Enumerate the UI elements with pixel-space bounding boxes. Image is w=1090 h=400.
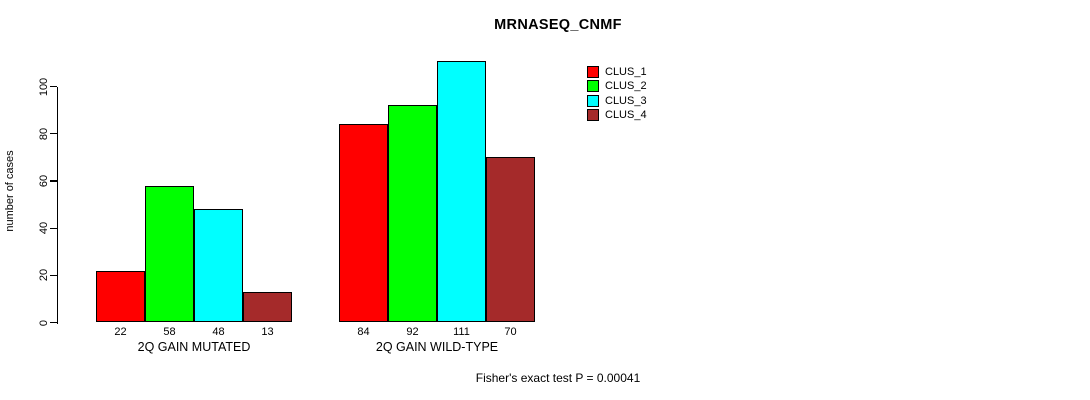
y-axis-tick-label: 0 (38, 319, 50, 326)
legend-row-clus_4: CLUS_4 (587, 108, 647, 122)
legend-label: CLUS_3 (605, 94, 647, 107)
legend-label: CLUS_2 (605, 80, 647, 93)
y-axis-tick-label: 60 (38, 174, 50, 188)
bar-clus_3-group2 (437, 60, 486, 323)
legend-swatch-icon (587, 109, 599, 122)
bar-value-label: 58 (163, 326, 176, 338)
y-axis-tick-label: 100 (38, 77, 50, 96)
y-axis-tick (50, 227, 57, 229)
y-axis-tick (50, 322, 57, 324)
bar-value-label: 92 (406, 326, 419, 338)
legend-row-clus_3: CLUS_3 (587, 94, 647, 108)
y-axis-line (57, 86, 59, 324)
bar-clus_1-group1 (96, 270, 145, 323)
bar-value-label: 22 (114, 326, 127, 338)
bar-value-label: 111 (453, 326, 470, 338)
y-axis-tick-label: 80 (38, 127, 50, 140)
category-label: 2Q GAIN WILD-TYPE (375, 340, 499, 354)
bar-clus_4-group1 (243, 291, 292, 323)
bar-value-label: 84 (357, 326, 370, 338)
y-axis-tick-label: 40 (38, 221, 50, 235)
bar-clus_3-group1 (194, 209, 243, 323)
legend-row-clus_2: CLUS_2 (587, 79, 647, 93)
y-axis-tick (50, 133, 57, 135)
bar-value-label: 13 (261, 326, 274, 338)
chart-title: MRNASEQ_CNMF (494, 17, 622, 33)
bar-clus_2-group1 (145, 185, 194, 323)
y-axis-tick (50, 86, 57, 88)
legend-row-clus_1: CLUS_1 (587, 65, 647, 79)
legend-swatch-icon (587, 94, 599, 107)
bar-value-label: 48 (212, 326, 225, 338)
bar-clus_1-group2 (339, 124, 388, 323)
legend: CLUS_1 CLUS_2 CLUS_3 CLUS_4 (587, 65, 647, 122)
bar-clus_2-group2 (388, 105, 437, 323)
y-axis-tick-label: 20 (38, 269, 50, 282)
y-axis-tick (50, 274, 57, 276)
bar-value-label: 70 (504, 326, 517, 338)
legend-label: CLUS_4 (605, 109, 647, 122)
category-label: 2Q GAIN MUTATED (137, 340, 251, 354)
legend-swatch-icon (587, 80, 599, 93)
legend-swatch-icon (587, 66, 599, 79)
legend-label: CLUS_1 (605, 66, 647, 79)
y-axis-tick (50, 180, 57, 182)
bar-clus_4-group2 (486, 157, 535, 323)
footer-annotation: Fisher's exact test P = 0.00041 (475, 371, 641, 385)
